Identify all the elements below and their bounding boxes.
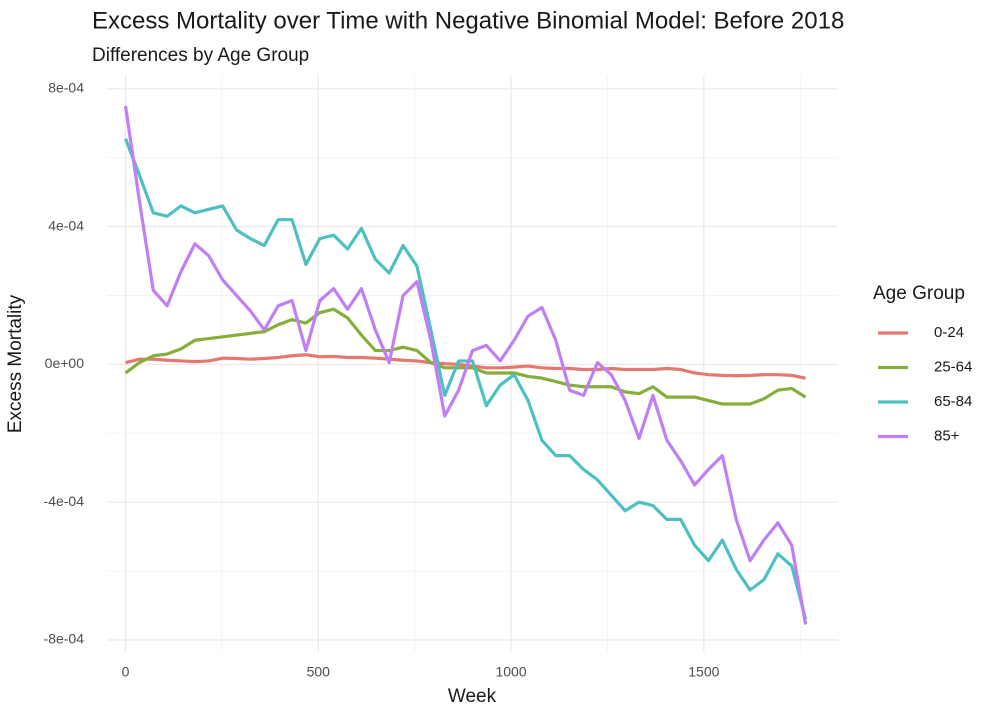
grid	[107, 75, 838, 652]
legend: Age Group 0-24 25-64 65-84 85+	[873, 283, 972, 444]
series-line	[123, 105, 808, 625]
legend-label: 85+	[934, 427, 960, 444]
y-tick-label: 0e+00	[45, 355, 85, 371]
y-axis-title: Excess Mortality	[5, 294, 26, 433]
plot-lines	[123, 105, 808, 625]
series-line	[124, 138, 808, 620]
x-tick-label: 1500	[688, 664, 719, 680]
y-tick-label: 8e-04	[48, 79, 84, 95]
legend-label: 0-24	[934, 324, 964, 341]
y-tick-label: 4e-04	[48, 217, 84, 233]
legend-label: 65-84	[934, 393, 972, 410]
x-tick-label: 0	[122, 664, 130, 680]
y-tick-label: -4e-04	[44, 493, 85, 509]
x-tick-label: 1000	[495, 664, 526, 680]
legend-title: Age Group	[873, 283, 965, 304]
x-tick-label: 500	[307, 664, 331, 680]
series-line	[125, 353, 806, 380]
legend-label: 25-64	[934, 358, 972, 375]
chart-subtitle: Differences by Age Group	[92, 45, 309, 66]
y-tick-label: -8e-04	[44, 631, 85, 647]
x-axis-title: Week	[448, 686, 497, 707]
chart-title: Excess Mortality over Time with Negative…	[92, 7, 844, 34]
